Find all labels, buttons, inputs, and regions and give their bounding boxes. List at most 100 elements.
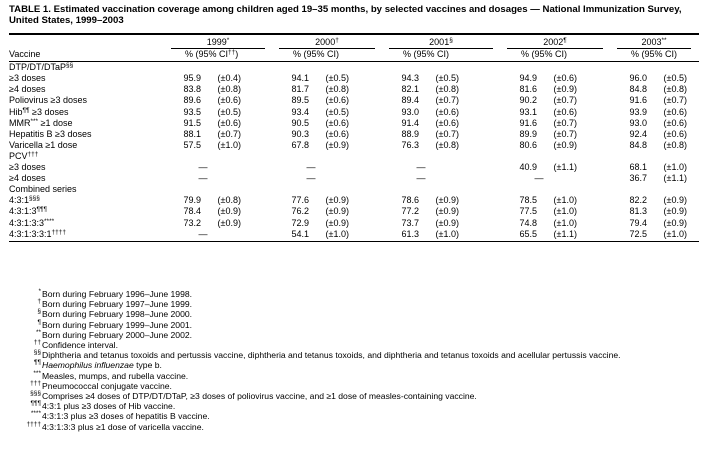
year-label: 2003** xyxy=(617,37,691,50)
data-row: ≥4 doses 83.8 (±0.8) 81.7 (±0.8) 82.1 (±0.8) 81… xyxy=(9,84,699,95)
value-cell: 68.1 (±1.0) xyxy=(611,162,699,173)
value-cell: 94.1 (±0.5) xyxy=(273,73,383,84)
value-cell: 65.5 (±1.1) xyxy=(501,228,611,242)
percent: 91.6 xyxy=(519,117,537,128)
confidence-interval: (±1.0) xyxy=(553,206,577,217)
footnote: ** Born during February 2000–June 2002. xyxy=(20,329,696,340)
footnote-body: Measles, mumps, and rubella vaccine. xyxy=(42,370,189,381)
percent: 68.1 xyxy=(629,162,647,173)
value-cell: 90.3 (±0.6) xyxy=(273,129,383,140)
footnote-mark: ††† xyxy=(27,150,39,158)
footnote-italic: Haemophilus influenzae xyxy=(42,360,134,371)
percent: 77.2 xyxy=(401,206,419,217)
value-cell: 88.1 (±0.7) xyxy=(165,129,273,140)
confidence-interval: (±0.7) xyxy=(663,95,687,106)
value-cell: 78.5 (±1.0) xyxy=(501,195,611,206)
row-label: MMR*** ≥1 dose xyxy=(9,118,165,129)
coverage-table: 1999* 2000† 2001§ 2002¶ 2003** Vaccine% (95% … xyxy=(9,32,699,242)
percent: 89.6 xyxy=(183,95,201,106)
footnote-text: 4:3:1:3:3 plus ≥1 dose of varicella vacc… xyxy=(42,422,696,432)
row-label: DTP/DT/DTaP§§ xyxy=(9,62,699,74)
dose-label: ≥1 dose xyxy=(38,117,73,128)
percent: 89.4 xyxy=(401,95,419,106)
confidence-interval: (±0.6) xyxy=(435,117,459,128)
ci-header: % (95% CI††) xyxy=(165,49,273,63)
percent: 91.4 xyxy=(401,117,419,128)
value-cell: — xyxy=(273,162,383,173)
footnote: § Born during February 1998–June 2000. xyxy=(20,308,696,319)
footnote-text: Born during February 1997–June 1999. xyxy=(42,299,696,309)
confidence-interval: (±0.9) xyxy=(325,139,349,150)
percent: 93.9 xyxy=(629,106,647,117)
value-cell: 73.2 (±0.9) xyxy=(165,218,273,229)
percent: 88.9 xyxy=(401,128,419,139)
value-cell: 93.4 (±0.5) xyxy=(273,107,383,118)
footnote-mark: ¶¶ xyxy=(22,106,30,114)
data-row: 4:3:1:3:3**** 73.2 (±0.9) 72.9 (±0.9) 73.7 (±0… xyxy=(9,218,699,229)
footnote-mark: † xyxy=(335,37,339,44)
percent: 96.0 xyxy=(629,73,647,84)
confidence-interval: (±1.0) xyxy=(553,195,577,206)
footnote-body: 4:3:1 plus ≥3 doses of Hib vaccine. xyxy=(42,401,176,412)
value-cell: 76.3 (±0.8) xyxy=(383,140,501,151)
percent: 78.4 xyxy=(183,206,201,217)
value-cell: — xyxy=(273,173,383,184)
percent: 88.1 xyxy=(183,128,201,139)
percent: 91.6 xyxy=(629,95,647,106)
confidence-interval: (±0.6) xyxy=(217,95,241,106)
value-cell: 91.6 (±0.7) xyxy=(611,95,699,106)
value-cell: 61.3 (±1.0) xyxy=(383,228,501,242)
vaccine-name: DTP/DT/DTaP xyxy=(9,62,67,73)
confidence-interval: (±0.8) xyxy=(217,195,241,206)
data-row: 4:3:1§§§ 79.9 (±0.8) 77.6 (±0.9) 78.6 (±0.9) 78… xyxy=(9,195,699,206)
footnote-symbol: †† xyxy=(33,339,41,347)
value-cell: 90.5 (±0.6) xyxy=(273,118,383,129)
row-label: 4:3:1§§§ xyxy=(9,195,165,206)
row-label: ≥3 doses xyxy=(9,73,165,84)
percent: 73.7 xyxy=(401,217,419,228)
confidence-interval: (±0.6) xyxy=(553,106,577,117)
value-cell: 80.6 (±0.9) xyxy=(501,140,611,151)
footnote-mark: ** xyxy=(661,37,667,44)
footnote-mark: †††† xyxy=(51,228,67,236)
value-cell: 72.9 (±0.9) xyxy=(273,218,383,229)
value-cell: 84.8 (±0.8) xyxy=(611,140,699,151)
confidence-interval: (±0.9) xyxy=(435,206,459,217)
vaccine-name: 4:3:1:3:3 xyxy=(9,217,45,228)
no-data: — xyxy=(306,173,316,184)
footnote-mark: ¶ xyxy=(563,37,567,44)
footnote-symbol: ¶¶ xyxy=(34,359,41,367)
vaccine-header: Vaccine xyxy=(9,49,165,63)
value-cell: 67.8 (±0.9) xyxy=(273,140,383,151)
footnote: §§§ Comprises ≥4 doses of DTP/DT/DTaP, ≥3… xyxy=(20,390,696,401)
confidence-interval: (±0.9) xyxy=(435,217,459,228)
footnote-body: Confidence interval. xyxy=(42,340,118,351)
footnote-symbol: §§ xyxy=(33,349,41,357)
footnote-body: Born during February 1997–June 1999. xyxy=(42,299,193,310)
confidence-interval: (±0.9) xyxy=(217,217,241,228)
confidence-interval: (±0.7) xyxy=(553,95,577,106)
footnote-text: Confidence interval. xyxy=(42,340,696,350)
row-label: ≥4 doses xyxy=(9,173,165,184)
percent: 91.5 xyxy=(183,117,201,128)
vaccine-name: ≥3 doses xyxy=(9,162,46,173)
percent: 81.7 xyxy=(291,84,309,95)
ci-label: % (95% CI) xyxy=(521,49,568,60)
confidence-interval: (±1.0) xyxy=(553,217,577,228)
value-cell: 94.9 (±0.6) xyxy=(501,73,611,84)
percent: 94.9 xyxy=(519,73,537,84)
percent: 94.3 xyxy=(401,73,419,84)
percent: 81.6 xyxy=(519,84,537,95)
data-row: 4:3:1:3¶¶¶ 78.4 (±0.9) 76.2 (±0.9) 77.2 (±0.9)… xyxy=(9,206,699,217)
footnote: †† Confidence interval. xyxy=(20,339,696,350)
year-header: 2002¶ xyxy=(501,32,611,50)
percent: 92.4 xyxy=(629,128,647,139)
confidence-interval: (±0.9) xyxy=(553,84,577,95)
percent: 82.2 xyxy=(629,195,647,206)
confidence-interval: (±0.6) xyxy=(663,106,687,117)
value-cell: — xyxy=(165,162,273,173)
percent: 84.8 xyxy=(629,139,647,150)
percent: 54.1 xyxy=(291,228,309,239)
no-data: — xyxy=(198,228,208,239)
